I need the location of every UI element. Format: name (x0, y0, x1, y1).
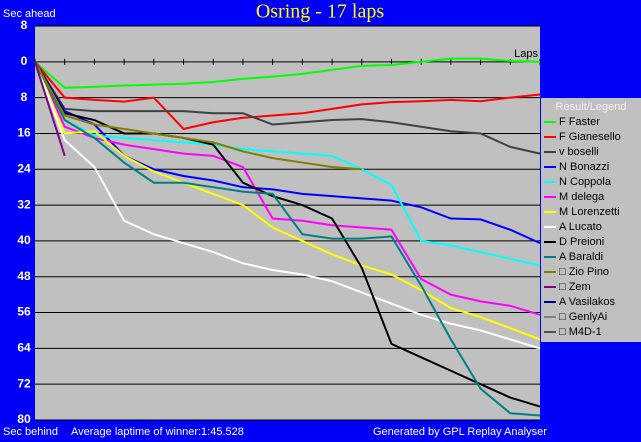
series-line (34, 61, 541, 408)
legend-box (541, 98, 641, 342)
footer-left: Average laptime of winner:1:45.528 (71, 426, 244, 438)
legend-label: □ Zio Pino (559, 266, 609, 278)
legend-label: F Gianesello (559, 131, 621, 143)
y-label-bottom: Sec behind (3, 426, 58, 438)
chart-title: Osring - 17 laps (256, 1, 385, 23)
plot-area (35, 26, 540, 420)
y-tick-label: 24 (17, 161, 31, 175)
legend-label: A Lucato (559, 221, 602, 233)
y-tick-label: 0 (21, 54, 28, 68)
y-tick-label: 8 (21, 90, 28, 104)
series-line (34, 61, 541, 341)
y-tick-label: 32 (17, 197, 31, 211)
legend-label: □ Zem (559, 281, 591, 293)
series-line (34, 61, 66, 157)
x-label: Laps (514, 48, 538, 60)
legend-label: A Vasilakos (559, 296, 616, 308)
series-line (34, 61, 541, 350)
legend-label: v boselli (559, 146, 599, 158)
legend-label: M delega (559, 191, 605, 203)
legend-label: □ GenlyAi (559, 311, 607, 323)
legend-label: A Baraldi (559, 251, 603, 263)
legend-label: □ M4D-1 (559, 326, 602, 338)
legend-label: M Lorenzetti (559, 206, 620, 218)
legend-title: Result/Legend (556, 101, 627, 113)
legend-label: N Bonazzi (559, 161, 609, 173)
series-line (34, 61, 541, 131)
legend-label: D Preioni (559, 236, 604, 248)
y-tick-label: 8 (21, 18, 28, 32)
series-line (34, 61, 541, 155)
y-label-top: Sec ahead (3, 8, 56, 20)
series-line (34, 61, 362, 171)
footer-right: Generated by GPL Replay Analyser (373, 426, 547, 438)
y-tick-label: 16 (17, 126, 31, 140)
y-tick-label: 72 (17, 376, 31, 390)
series-line (34, 57, 541, 89)
series-line (34, 61, 541, 267)
y-tick-label: 40 (17, 233, 31, 247)
legend-label: F Faster (559, 116, 600, 128)
legend-label: N Coppola (559, 176, 612, 188)
y-tick-label: 48 (17, 269, 31, 283)
y-tick-label: 56 (17, 305, 31, 319)
series-line (34, 61, 541, 316)
y-tick-label: 80 (17, 412, 31, 426)
y-tick-label: 64 (17, 341, 31, 355)
series-line (34, 61, 541, 417)
